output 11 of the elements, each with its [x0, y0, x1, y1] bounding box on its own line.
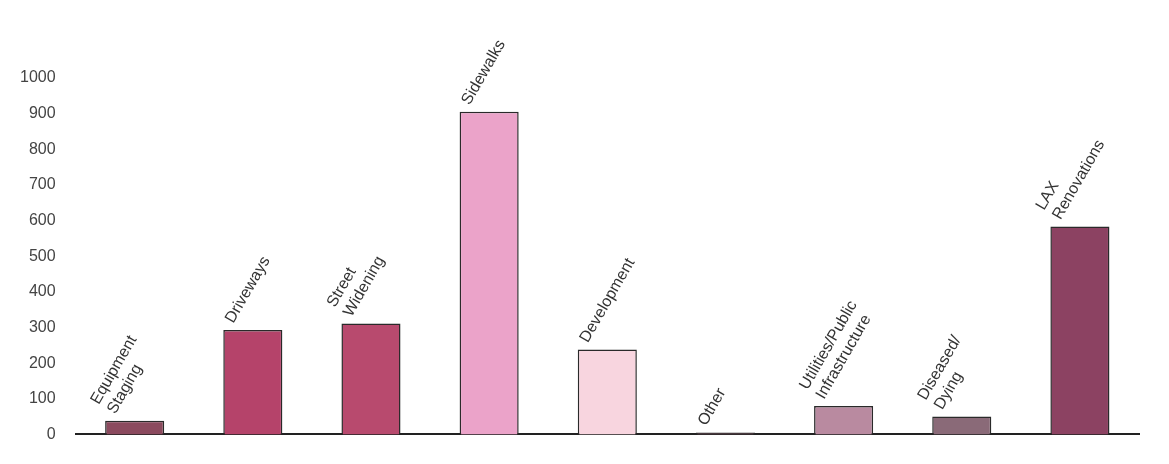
y-tick-label: 0: [46, 424, 56, 442]
y-tick-label: 800: [28, 139, 56, 157]
y-tick-label: 1000: [20, 68, 56, 86]
y-tick-label: 600: [28, 210, 56, 228]
y-tick-label: 100: [28, 389, 56, 407]
y-tick-label: 400: [28, 282, 56, 300]
y-tick-label: 700: [28, 175, 56, 193]
y-tick-label: 300: [28, 317, 56, 335]
y-tick-label: 900: [28, 104, 56, 122]
y-tick-label: 500: [28, 246, 56, 264]
y-tick-label: 200: [28, 353, 56, 371]
